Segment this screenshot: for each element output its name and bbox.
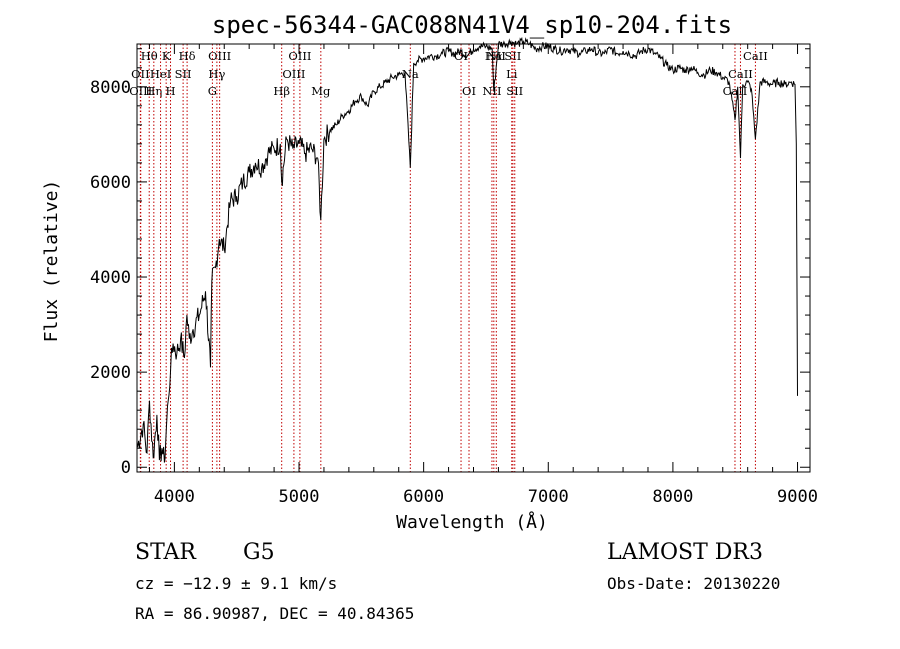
- line-label: SII: [175, 67, 192, 81]
- x-axis-label: Wavelength (Å): [396, 511, 548, 533]
- observation-date: Obs-Date: 20130220: [607, 574, 781, 593]
- line-label: OIII: [282, 67, 305, 81]
- line-label: SII: [504, 49, 521, 63]
- coordinates-readout: RA = 86.90987, DEC = 40.84365: [135, 604, 415, 623]
- x-tick-label: 7000: [528, 487, 569, 507]
- line-label: OIII: [288, 49, 311, 63]
- series-layer: [136, 36, 798, 463]
- line-label: CaII: [723, 84, 748, 98]
- line-label: Hγ: [208, 67, 225, 81]
- x-tick-label: 4000: [154, 487, 195, 507]
- y-axis: 0 2000 4000 6000 8000: [90, 48, 810, 478]
- spectrum-line: [136, 36, 798, 463]
- line-label: K: [162, 49, 171, 63]
- line-label: Li: [506, 67, 518, 81]
- x-tick-label: 8000: [652, 487, 693, 507]
- x-tick-label: 6000: [403, 487, 444, 507]
- line-label: OIII: [208, 49, 231, 63]
- y-tick-label: 8000: [90, 78, 131, 98]
- line-label: CaII: [743, 49, 768, 63]
- x-axis: 4000 5000 6000 7000 8000 9000: [148, 44, 818, 507]
- line-label: Hδ: [179, 49, 196, 63]
- line-label: H: [166, 84, 176, 98]
- line-label: HeI: [150, 67, 171, 81]
- line-label: Hα: [485, 49, 503, 63]
- y-tick-label: 0: [121, 458, 131, 478]
- line-label: Hη: [145, 84, 162, 98]
- x-tick-label: 9000: [777, 487, 818, 507]
- y-tick-label: 2000: [90, 363, 131, 383]
- redshift-readout: cz = −12.9 ± 9.1 km/s: [135, 574, 338, 593]
- line-label: OI: [462, 84, 476, 98]
- line-label: Hβ: [273, 84, 290, 98]
- line-label: Mg: [311, 84, 331, 98]
- line-label: Hθ: [141, 49, 158, 63]
- line-label: CaII: [728, 67, 753, 81]
- x-tick-label: 5000: [279, 487, 320, 507]
- line-label: G: [208, 84, 217, 98]
- y-tick-label: 4000: [90, 268, 131, 288]
- line-label: NII: [487, 49, 506, 63]
- plot-frame: [136, 43, 811, 473]
- y-tick-label: 6000: [90, 173, 131, 193]
- line-label: NII: [482, 84, 501, 98]
- line-label: OII: [131, 67, 150, 81]
- survey-name: LAMOST DR3: [607, 540, 763, 565]
- line-label: SII: [506, 84, 523, 98]
- object-subclass: G5: [243, 540, 275, 565]
- chart-title: spec-56344-GAC088N41V4_sp10-204.fits: [212, 11, 732, 39]
- line-label: OIII: [129, 84, 152, 98]
- object-class: STAR: [135, 540, 196, 565]
- y-axis-label: Flux (relative): [41, 180, 62, 343]
- line-label: Na: [402, 67, 419, 81]
